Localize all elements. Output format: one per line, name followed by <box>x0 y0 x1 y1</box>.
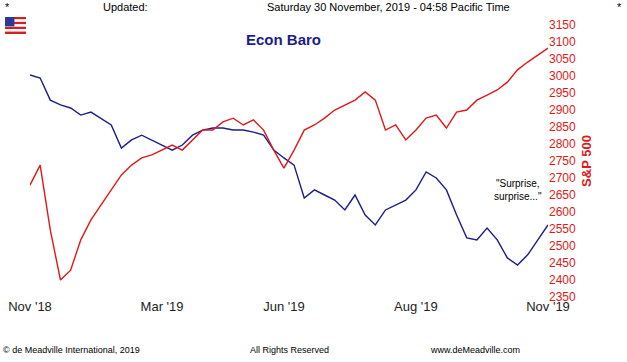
svg-text:*: * <box>5 1 10 13</box>
svg-text:2900: 2900 <box>549 103 576 117</box>
svg-text:2950: 2950 <box>549 86 576 100</box>
svg-text:3050: 3050 <box>549 52 576 66</box>
svg-text:2600: 2600 <box>549 205 576 219</box>
svg-text:Aug '19: Aug '19 <box>394 299 438 314</box>
svg-text:Econ Baro: Econ Baro <box>246 31 321 48</box>
svg-text:Mar '19: Mar '19 <box>141 299 184 314</box>
svg-text:3000: 3000 <box>549 69 576 83</box>
svg-text:3150: 3150 <box>549 18 576 32</box>
svg-text:2500: 2500 <box>549 239 576 253</box>
svg-text:Nov '19: Nov '19 <box>526 299 570 314</box>
svg-text:2550: 2550 <box>549 222 576 236</box>
svg-text:"Surprise,surprise...": "Surprise,surprise..." <box>494 178 542 202</box>
svg-text:2350: 2350 <box>549 290 576 304</box>
svg-text:2800: 2800 <box>549 137 576 151</box>
svg-text:© de Meadville International,: © de Meadville International, 2019 <box>3 345 140 355</box>
svg-text:Jun '19: Jun '19 <box>263 299 305 314</box>
svg-text:2400: 2400 <box>549 273 576 287</box>
svg-text:All Rights Reserved: All Rights Reserved <box>250 345 329 355</box>
svg-text:3100: 3100 <box>549 35 576 49</box>
svg-text:2850: 2850 <box>549 120 576 134</box>
svg-text:2450: 2450 <box>549 256 576 270</box>
svg-text:Updated:: Updated: <box>103 1 148 13</box>
svg-text:*: * <box>617 1 622 13</box>
svg-text:2750: 2750 <box>549 154 576 168</box>
svg-text:Saturday 30 November, 2019 - 0: Saturday 30 November, 2019 - 04:58 Pacif… <box>267 1 510 13</box>
svg-text:2700: 2700 <box>549 171 576 185</box>
svg-text:Nov '18: Nov '18 <box>8 299 52 314</box>
svg-text:www.deMeadville.com: www.deMeadville.com <box>430 345 520 355</box>
svg-text:S&P 500: S&P 500 <box>579 135 594 187</box>
svg-text:2650: 2650 <box>549 188 576 202</box>
